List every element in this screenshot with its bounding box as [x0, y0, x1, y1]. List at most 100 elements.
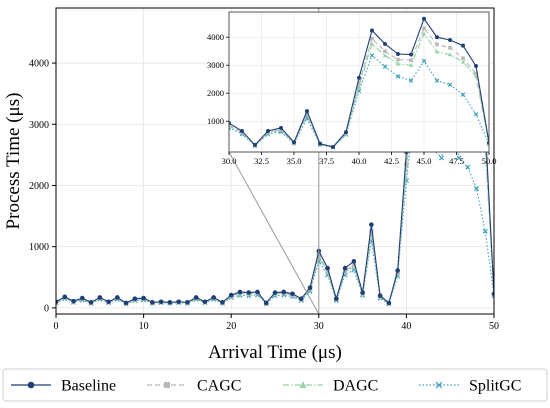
data-point: [474, 64, 478, 69]
inset-x-tick-label: 30.0: [222, 156, 237, 166]
data-point: [422, 26, 426, 31]
data-point: [325, 265, 330, 271]
data-point: [383, 41, 387, 46]
legend-label-splitgc: SplitGC: [469, 378, 521, 395]
data-point: [395, 270, 400, 276]
y-tick-label: 2000: [29, 181, 49, 192]
data-point: [220, 300, 225, 305]
x-tick-label: 20: [226, 321, 236, 332]
inset-series-line-cagc: [229, 27, 489, 148]
data-point: [292, 140, 296, 145]
y-axis-title: Process Time (μs): [3, 93, 24, 230]
data-point: [491, 291, 494, 297]
data-point: [369, 53, 375, 58]
x-tick-label: 10: [139, 321, 149, 332]
data-point: [325, 269, 330, 274]
data-point: [435, 42, 439, 47]
data-point: [56, 299, 59, 305]
data-point: [382, 53, 388, 58]
inset-ticks: 30.0 32.5 35.0 37.5 40.0 42.5 45.0 47.5 50.0 1000…: [207, 32, 496, 166]
data-point: [193, 295, 199, 300]
data-point: [473, 111, 479, 117]
data-point: [305, 109, 309, 114]
inset-x-tick-label: 50.0: [482, 156, 497, 166]
inset-x-tick-label: 37.5: [319, 156, 334, 166]
data-point: [370, 28, 374, 33]
y-tick-label: 0: [44, 303, 49, 314]
main-plot-frame: [55, 7, 495, 315]
data-point: [447, 52, 453, 57]
data-point: [246, 290, 252, 295]
data-point: [164, 382, 170, 388]
data-point: [342, 269, 348, 274]
data-point: [290, 291, 295, 297]
data-point: [167, 300, 173, 305]
data-point: [461, 43, 465, 48]
data-point: [383, 49, 387, 53]
legend-label-cagc: CAGC: [197, 378, 241, 395]
zoom-connector-line: [228, 151, 320, 315]
data-point: [360, 290, 365, 295]
data-point: [305, 112, 309, 116]
data-point: [342, 265, 348, 271]
data-point: [460, 59, 466, 64]
inset-x-tick-label: 45.0: [417, 156, 432, 166]
data-point: [176, 299, 181, 305]
data-point: [211, 295, 216, 300]
data-point: [331, 144, 335, 149]
data-point: [421, 58, 427, 64]
data-point: [106, 299, 111, 305]
data-point: [386, 300, 392, 306]
data-point: [465, 164, 471, 170]
data-point: [229, 123, 231, 127]
main-ticks: 0 10 20 30 40 50 0 1000 2000 3000 4000: [29, 59, 499, 332]
data-point: [456, 155, 462, 161]
data-point: [435, 381, 443, 389]
data-point: [438, 155, 444, 161]
inset-x-tick-label: 32.5: [254, 156, 269, 166]
data-point: [123, 300, 129, 306]
data-point: [298, 296, 304, 302]
data-point: [448, 46, 452, 50]
data-point: [344, 130, 348, 135]
legend-label-dagc: DAGC: [333, 378, 378, 395]
data-point: [461, 56, 465, 60]
data-point: [202, 299, 208, 305]
data-point: [27, 381, 35, 389]
data-point: [334, 296, 339, 302]
data-point: [318, 141, 322, 146]
inset-y-tick-label: 2000: [207, 88, 224, 98]
data-point: [141, 295, 146, 301]
data-point: [240, 129, 244, 133]
legend-label-baseline: Baseline: [61, 378, 116, 395]
data-point: [448, 38, 452, 42]
data-point: [253, 143, 257, 147]
inset-x-tick-label: 35.0: [287, 156, 302, 166]
data-point: [395, 74, 401, 79]
data-point: [408, 78, 414, 83]
data-point: [307, 285, 313, 290]
data-point: [369, 42, 375, 46]
x-tick-label: 30: [314, 321, 324, 332]
data-point: [272, 290, 278, 295]
data-point: [435, 35, 439, 40]
data-point: [473, 186, 480, 192]
inset-series: [229, 16, 489, 150]
data-point: [115, 295, 120, 300]
data-point: [299, 381, 307, 388]
x-tick-label: 0: [54, 321, 59, 332]
data-point: [369, 229, 374, 234]
data-point: [185, 300, 190, 305]
inset-x-tick-label: 42.5: [384, 156, 399, 166]
data-point: [447, 82, 453, 88]
legend: [2, 368, 548, 402]
data-point: [132, 296, 138, 302]
x-tick-label: 40: [401, 321, 411, 332]
inset-x-tick-label: 47.5: [449, 156, 464, 166]
data-point: [351, 262, 356, 268]
data-point: [421, 31, 427, 36]
data-point: [408, 63, 414, 67]
data-point: [434, 49, 440, 54]
data-point: [357, 75, 361, 80]
